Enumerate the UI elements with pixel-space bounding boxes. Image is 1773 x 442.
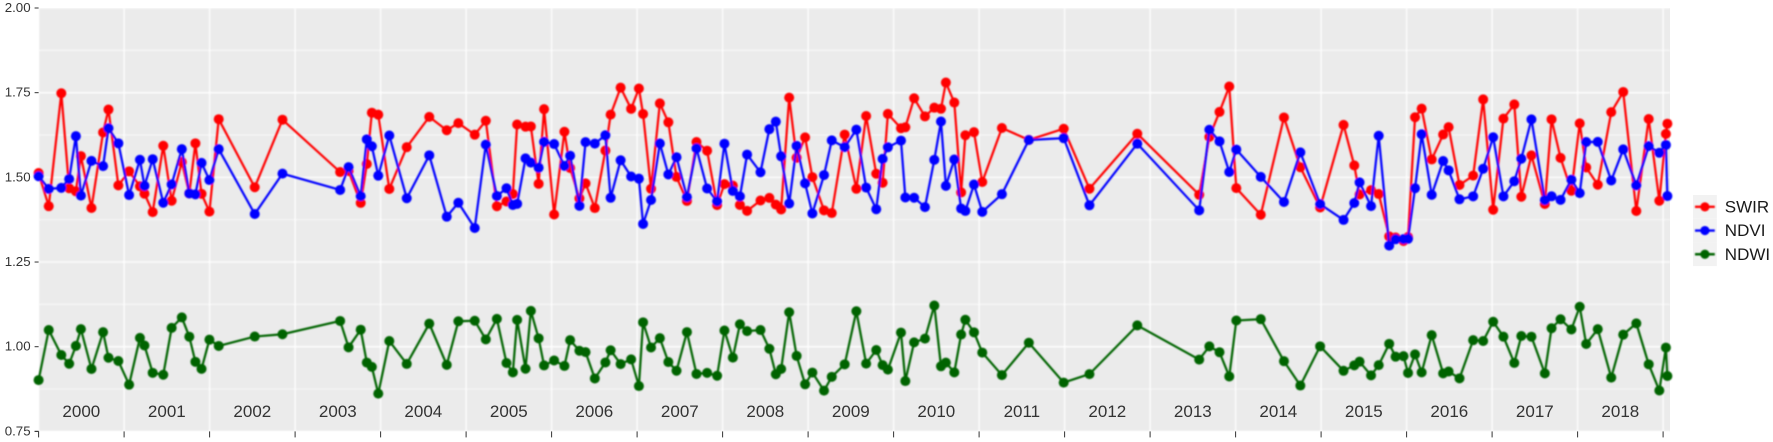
svg-text:1.75: 1.75: [5, 85, 31, 100]
svg-text:2016: 2016: [1430, 402, 1468, 421]
svg-text:2000: 2000: [62, 402, 100, 421]
svg-text:2009: 2009: [832, 402, 870, 421]
svg-text:1.50: 1.50: [5, 169, 31, 184]
svg-text:2002: 2002: [233, 402, 271, 421]
svg-text:2013: 2013: [1174, 402, 1212, 421]
svg-text:2005: 2005: [490, 402, 528, 421]
svg-text:1.00: 1.00: [5, 339, 31, 354]
svg-text:NDVI: NDVI: [1725, 221, 1766, 240]
svg-text:2.00: 2.00: [5, 0, 31, 15]
svg-text:2001: 2001: [148, 402, 186, 421]
svg-text:2017: 2017: [1516, 402, 1554, 421]
svg-text:2012: 2012: [1088, 402, 1126, 421]
svg-text:2004: 2004: [404, 402, 442, 421]
svg-text:2003: 2003: [319, 402, 357, 421]
svg-text:2008: 2008: [746, 402, 784, 421]
svg-text:2006: 2006: [575, 402, 613, 421]
svg-text:2011: 2011: [1004, 402, 1041, 421]
svg-text:1.25: 1.25: [5, 254, 31, 269]
svg-text:2014: 2014: [1259, 402, 1297, 421]
svg-text:0.75: 0.75: [5, 423, 31, 438]
svg-text:2015: 2015: [1345, 402, 1383, 421]
svg-text:2018: 2018: [1601, 402, 1639, 421]
svg-text:SWIR: SWIR: [1725, 197, 1769, 216]
svg-text:2007: 2007: [661, 402, 699, 421]
svg-text:2010: 2010: [917, 402, 955, 421]
svg-text:NDWI: NDWI: [1725, 245, 1770, 264]
